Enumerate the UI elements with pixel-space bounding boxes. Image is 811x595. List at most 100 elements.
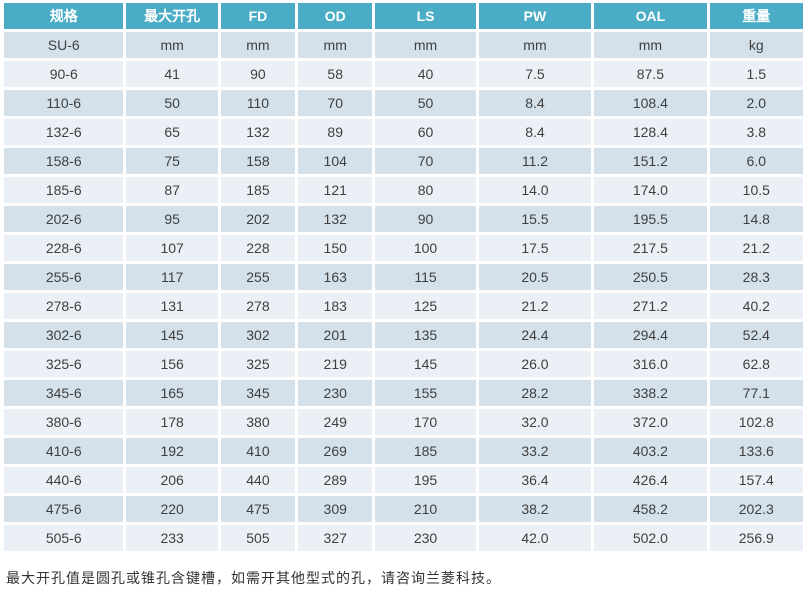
column-header-od: OD [298,3,373,29]
table-row: 185-6 87 185 121 80 14.0 174.0 10.5 [4,177,803,203]
table-cell: 17.5 [478,235,592,261]
table-cell: mm [478,32,592,58]
table-cell: 505 [220,525,296,551]
table-cell: 60 [375,119,476,145]
table-cell: 33.2 [478,438,592,464]
table-cell: 195 [375,467,476,493]
table-row: 132-6 65 132 89 60 8.4 128.4 3.8 [4,119,803,145]
table-cell: 475 [220,496,296,522]
table-cell: 440-6 [4,467,124,493]
table-cell: 150 [298,235,373,261]
column-header-max-bore: 最大开孔 [126,3,218,29]
table-cell: 325-6 [4,351,124,377]
table-cell: 90 [375,206,476,232]
table-cell: 121 [298,177,373,203]
table-cell: 289 [298,467,373,493]
table-cell: 183 [298,293,373,319]
table-cell: 325 [220,351,296,377]
table-cell: 102.8 [709,409,803,435]
table-row: 278-6 131 278 183 125 21.2 271.2 40.2 [4,293,803,319]
table-cell: 42.0 [478,525,592,551]
table-cell: 192 [126,438,218,464]
table-cell: 128.4 [594,119,707,145]
table-cell: mm [220,32,296,58]
table-cell: 2.0 [709,90,803,116]
table-cell: 110 [220,90,296,116]
table-cell: 80 [375,177,476,203]
table-cell: 75 [126,148,218,174]
table-cell: 14.8 [709,206,803,232]
table-cell: 206 [126,467,218,493]
table-cell: 220 [126,496,218,522]
table-cell: 505-6 [4,525,124,551]
table-cell: 201 [298,322,373,348]
table-row: 90-6 41 90 58 40 7.5 87.5 1.5 [4,61,803,87]
table-cell: 230 [375,525,476,551]
table-cell: 1.5 [709,61,803,87]
column-header-pw: PW [478,3,592,29]
table-cell: mm [375,32,476,58]
table-cell: 6.0 [709,148,803,174]
table-cell: 458.2 [594,496,707,522]
table-cell: 145 [375,351,476,377]
table-cell: 327 [298,525,373,551]
table-cell: 87 [126,177,218,203]
footnote: 最大开孔值是圆孔或锥孔含键槽，如需开其他型式的孔，请咨询兰菱科技。 [6,572,501,587]
table-cell: 131 [126,293,218,319]
table-cell: 58 [298,61,373,87]
table-cell: 250.5 [594,264,707,290]
table-cell: 158-6 [4,148,124,174]
table-cell: 233 [126,525,218,551]
table-cell: 410-6 [4,438,124,464]
table-cell: 21.2 [709,235,803,261]
table-cell: 271.2 [594,293,707,319]
table-cell: 65 [126,119,218,145]
table-cell: 155 [375,380,476,406]
table-row: 345-6 165 345 230 155 28.2 338.2 77.1 [4,380,803,406]
table-cell: 32.0 [478,409,592,435]
table-cell: 219 [298,351,373,377]
table-cell: 255-6 [4,264,124,290]
table-cell: 110-6 [4,90,124,116]
table-cell: 228-6 [4,235,124,261]
table-cell: 125 [375,293,476,319]
table-cell: 7.5 [478,61,592,87]
table-cell: 50 [375,90,476,116]
table-row: 475-6 220 475 309 210 38.2 458.2 202.3 [4,496,803,522]
table-cell: 20.5 [478,264,592,290]
table-cell: 15.5 [478,206,592,232]
table-cell: 502.0 [594,525,707,551]
table-cell: 170 [375,409,476,435]
table-cell: 230 [298,380,373,406]
table-row: 158-6 75 158 104 70 11.2 151.2 6.0 [4,148,803,174]
table-cell: mm [126,32,218,58]
table-cell: 309 [298,496,373,522]
table-cell: 70 [375,148,476,174]
table-cell: 87.5 [594,61,707,87]
table-cell: 11.2 [478,148,592,174]
table-cell: 36.4 [478,467,592,493]
table-row: 255-6 117 255 163 115 20.5 250.5 28.3 [4,264,803,290]
column-header-spec: 规格 [4,3,124,29]
table-cell: 145 [126,322,218,348]
table-cell: 269 [298,438,373,464]
table-row: 410-6 192 410 269 185 33.2 403.2 133.6 [4,438,803,464]
table-cell: 89 [298,119,373,145]
table-cell: 132-6 [4,119,124,145]
table-row: 505-6 233 505 327 230 42.0 502.0 256.9 [4,525,803,551]
table-cell: mm [594,32,707,58]
table-cell: 210 [375,496,476,522]
table-cell: 185 [375,438,476,464]
table-cell: 107 [126,235,218,261]
spec-table: 规格 最大开孔 FD OD LS PW OAL 重量 SU-6 mm mm mm mm m… [1,0,806,554]
table-cell: 52.4 [709,322,803,348]
table-cell: 26.0 [478,351,592,377]
table-cell: 302 [220,322,296,348]
column-header-oal: OAL [594,3,707,29]
table-row: 228-6 107 228 150 100 17.5 217.5 21.2 [4,235,803,261]
column-header-ls: LS [375,3,476,29]
table-cell: 104 [298,148,373,174]
table-cell: 202.3 [709,496,803,522]
table-cell: 8.4 [478,119,592,145]
table-cell: 133.6 [709,438,803,464]
